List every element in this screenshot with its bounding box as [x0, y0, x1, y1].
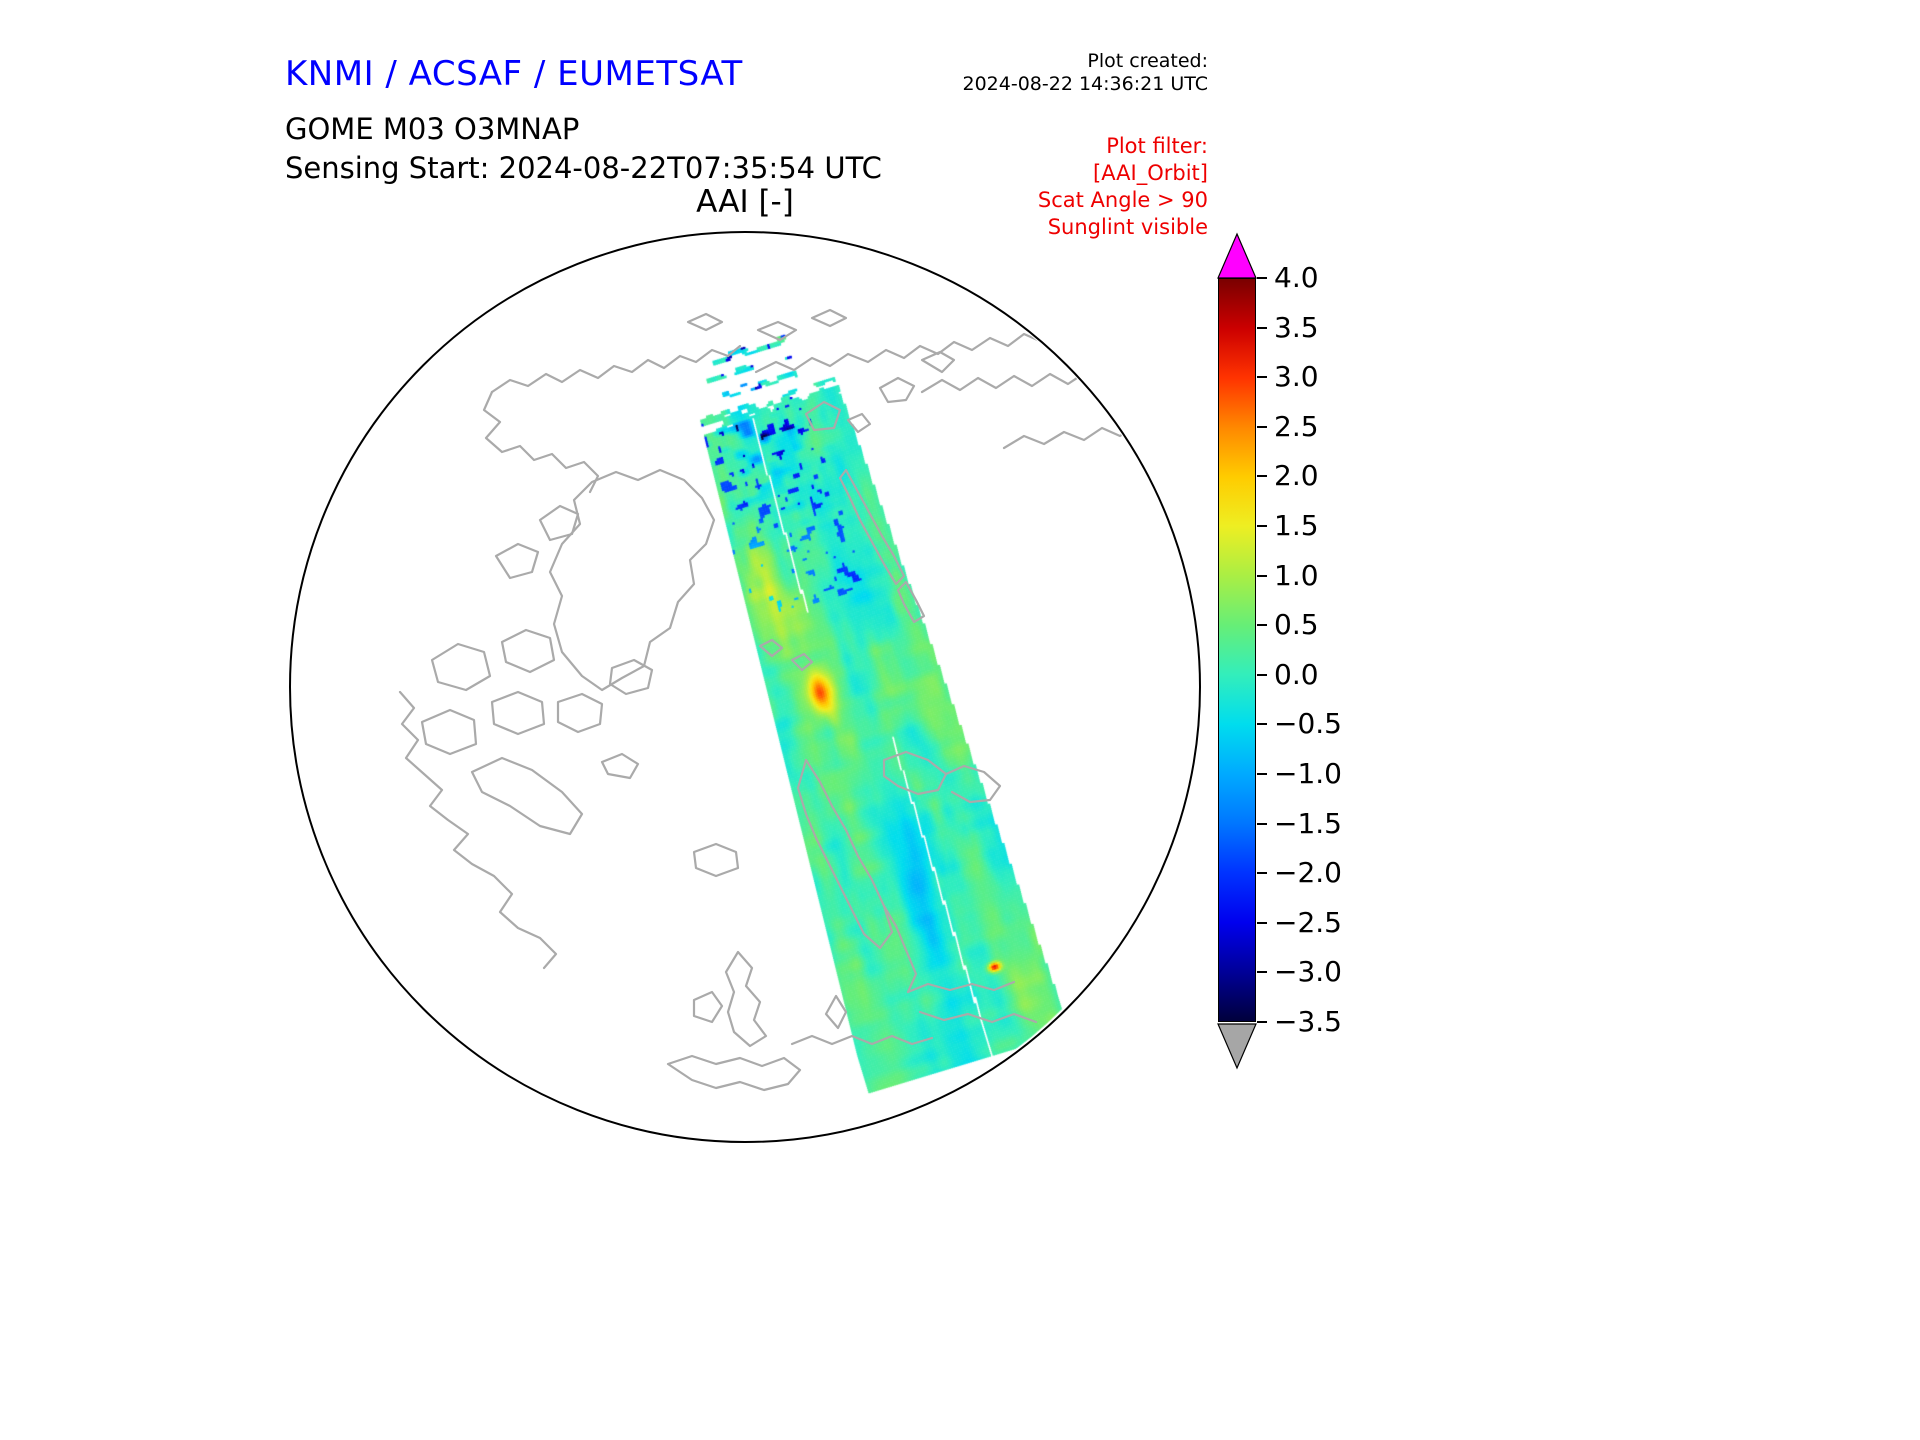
colorbar-tick-label: −3.0	[1274, 955, 1342, 989]
colorbar-tick	[1257, 376, 1267, 379]
coastline	[824, 994, 848, 1030]
colorbar-tick	[1257, 773, 1267, 775]
plot-created-value: 2024-08-22 14:36:21 UTC	[962, 73, 1209, 95]
colorbar-tick-label: 1.5	[1274, 509, 1319, 542]
colorbar-tick	[1257, 525, 1267, 527]
coastline	[906, 980, 1016, 994]
coastline	[790, 1034, 934, 1046]
map-outline	[289, 231, 1201, 1143]
colorbar-tick-label: 1.0	[1274, 558, 1319, 592]
coastline	[920, 368, 1124, 394]
coastline	[490, 690, 546, 736]
coastline	[724, 950, 768, 1048]
coastline	[490, 344, 742, 394]
coastline	[538, 504, 580, 542]
colorbar-tick-label: 2.5	[1274, 409, 1319, 443]
colorbar-tick	[1257, 1021, 1267, 1023]
plot-filter-line: Scat Angle > 90	[1037, 188, 1208, 212]
coastline	[918, 1010, 1038, 1024]
colorbar-tick-label: −0.5	[1274, 707, 1342, 741]
colorbar-tick	[1257, 475, 1267, 478]
colorbar-tick-label: 3.0	[1274, 360, 1319, 394]
coastline	[482, 390, 600, 494]
sensing-start: Sensing Start: 2024-08-22T07:35:54 UTC	[285, 151, 882, 185]
coastline	[804, 400, 842, 432]
org-title: KNMI / ACSAF / EUMETSAT	[285, 54, 743, 94]
colorbar-tick-label: −1.0	[1274, 757, 1342, 790]
coastline	[920, 350, 956, 374]
coastline	[846, 412, 872, 434]
coastline	[754, 324, 1098, 374]
coastline	[548, 468, 716, 692]
plot-filter-line: Sunglint visible	[1047, 215, 1208, 239]
plot-filter: Plot filter: [AAI_Orbit] Scat Angle > 90…	[1038, 133, 1208, 241]
colorbar-tick	[1257, 673, 1267, 676]
plot-created-label: Plot created:	[1087, 50, 1208, 72]
coastline	[608, 658, 654, 696]
coastline	[944, 764, 1002, 804]
colorbar-tick-label: 0.0	[1274, 657, 1319, 691]
coastline	[666, 1054, 802, 1092]
plot-created: Plot created: 2024-08-22 14:36:21 UTC	[963, 50, 1209, 96]
coastline	[470, 756, 584, 836]
coastline	[692, 990, 724, 1024]
colorbar-tick	[1257, 971, 1267, 974]
coastline	[756, 320, 798, 342]
colorbar-tick	[1257, 723, 1267, 726]
coastlines	[398, 308, 1140, 1092]
colorbar-tick	[1257, 277, 1267, 279]
colorbar-gradient	[1218, 278, 1256, 1022]
colorbar-tick-label: 3.5	[1274, 310, 1319, 344]
colorbar-tick	[1257, 624, 1267, 627]
colorbar-tick-label: 2.0	[1274, 459, 1319, 493]
product-name: GOME M03 O3MNAP	[285, 112, 580, 146]
coastline	[556, 692, 604, 734]
colorbar-tick-label: −2.5	[1274, 905, 1342, 939]
colorbar-tick	[1257, 326, 1267, 329]
coastline	[838, 468, 906, 586]
coastline	[810, 308, 848, 328]
coastline	[882, 750, 948, 796]
plot-filter-line: [AAI_Orbit]	[1093, 161, 1208, 185]
colorbar-tick-label: 0.5	[1274, 608, 1319, 642]
coastline	[420, 708, 478, 756]
colorbar-tick	[1257, 921, 1267, 924]
plot-filter-line: Plot filter:	[1106, 134, 1208, 158]
coastline	[430, 642, 492, 692]
colorbar-tick	[1257, 872, 1267, 875]
coastline	[600, 752, 640, 780]
coastline	[398, 690, 558, 970]
coastline	[686, 312, 724, 332]
colorbar-tick-label: −1.5	[1274, 806, 1342, 840]
coastline	[758, 638, 784, 658]
coastline	[796, 758, 894, 950]
coastline	[1002, 422, 1140, 450]
colorbar-under-arrow	[1217, 1023, 1257, 1070]
coastline	[882, 904, 918, 994]
coastline	[896, 580, 926, 624]
coastline	[692, 842, 740, 878]
coastline	[790, 652, 814, 672]
plot-title: AAI [-]	[696, 184, 794, 220]
colorbar-tick-label: −2.0	[1274, 856, 1342, 890]
colorbar-tick	[1257, 574, 1267, 577]
colorbar-over-arrow	[1217, 232, 1257, 279]
colorbar-tick	[1257, 425, 1267, 428]
coastline	[494, 542, 540, 580]
colorbar-tick-label: 4.0	[1274, 261, 1319, 294]
coastline	[878, 376, 916, 404]
colorbar-tick-label: −3.5	[1274, 1005, 1342, 1038]
coastline	[500, 628, 556, 674]
colorbar-tick	[1257, 822, 1267, 825]
